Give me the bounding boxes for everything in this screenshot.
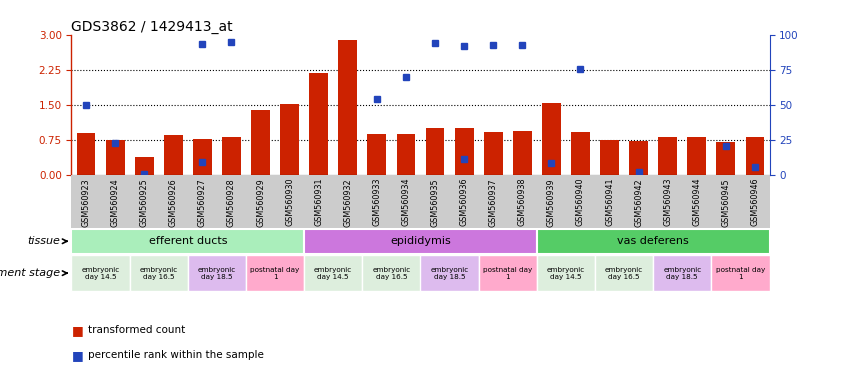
Text: GSM560946: GSM560946 xyxy=(750,178,759,227)
Bar xyxy=(629,141,648,175)
Text: GSM560928: GSM560928 xyxy=(227,178,236,227)
Bar xyxy=(571,132,590,175)
Text: postnatal day
1: postnatal day 1 xyxy=(483,266,532,280)
Text: GSM560940: GSM560940 xyxy=(576,178,585,227)
Bar xyxy=(71,255,130,291)
Text: GSM560945: GSM560945 xyxy=(722,178,730,227)
Bar xyxy=(130,255,188,291)
Text: embryonic
day 18.5: embryonic day 18.5 xyxy=(431,266,468,280)
Text: GSM560943: GSM560943 xyxy=(664,178,672,227)
Text: embryonic
day 14.5: embryonic day 14.5 xyxy=(315,266,352,280)
Bar xyxy=(222,137,241,175)
Text: ■: ■ xyxy=(71,349,83,362)
Text: GSM560924: GSM560924 xyxy=(111,178,119,227)
Bar xyxy=(193,139,212,175)
Text: embryonic
day 14.5: embryonic day 14.5 xyxy=(82,266,119,280)
Bar xyxy=(368,134,386,175)
Text: postnatal day
1: postnatal day 1 xyxy=(716,266,765,280)
Text: GSM560942: GSM560942 xyxy=(634,178,643,227)
Text: GSM560939: GSM560939 xyxy=(547,178,556,227)
Text: GSM560931: GSM560931 xyxy=(315,178,323,227)
Bar xyxy=(479,255,537,291)
Bar xyxy=(659,137,677,175)
Text: GDS3862 / 1429413_at: GDS3862 / 1429413_at xyxy=(71,20,233,33)
Bar xyxy=(595,255,653,291)
Text: transformed count: transformed count xyxy=(88,325,186,335)
Bar xyxy=(135,157,154,175)
Bar xyxy=(484,132,503,175)
Text: embryonic
day 16.5: embryonic day 16.5 xyxy=(140,266,177,280)
Bar xyxy=(304,228,537,254)
Text: GSM560944: GSM560944 xyxy=(692,178,701,227)
Text: embryonic
day 18.5: embryonic day 18.5 xyxy=(664,266,701,280)
Bar xyxy=(338,40,357,175)
Bar xyxy=(106,140,124,175)
Text: embryonic
day 16.5: embryonic day 16.5 xyxy=(605,266,643,280)
Bar xyxy=(426,128,445,175)
Text: postnatal day
1: postnatal day 1 xyxy=(251,266,299,280)
Bar xyxy=(251,109,270,175)
Text: GSM560927: GSM560927 xyxy=(198,178,207,227)
Bar xyxy=(513,131,532,175)
Bar xyxy=(537,228,770,254)
Bar xyxy=(309,73,328,175)
Text: GSM560930: GSM560930 xyxy=(285,178,294,227)
Bar xyxy=(711,255,770,291)
Bar xyxy=(188,255,246,291)
Bar xyxy=(164,136,182,175)
Text: GSM560933: GSM560933 xyxy=(373,178,381,227)
Bar xyxy=(77,133,96,175)
Text: tissue: tissue xyxy=(27,236,60,246)
Text: vas deferens: vas deferens xyxy=(617,236,689,246)
Text: GSM560923: GSM560923 xyxy=(82,178,91,227)
Text: ■: ■ xyxy=(71,324,83,337)
Text: GSM560929: GSM560929 xyxy=(256,178,265,227)
Text: embryonic
day 14.5: embryonic day 14.5 xyxy=(547,266,585,280)
Text: percentile rank within the sample: percentile rank within the sample xyxy=(88,350,264,360)
Text: GSM560941: GSM560941 xyxy=(605,178,614,227)
Bar xyxy=(600,140,619,175)
Bar xyxy=(420,255,479,291)
Text: embryonic
day 16.5: embryonic day 16.5 xyxy=(373,266,410,280)
Bar xyxy=(717,142,735,175)
Bar xyxy=(71,228,304,254)
Bar xyxy=(653,255,711,291)
Bar xyxy=(246,255,304,291)
Text: GSM560936: GSM560936 xyxy=(460,178,468,227)
Bar xyxy=(745,137,764,175)
Bar xyxy=(687,137,706,175)
Text: epididymis: epididymis xyxy=(390,236,451,246)
Text: efferent ducts: efferent ducts xyxy=(149,236,227,246)
Text: GSM560934: GSM560934 xyxy=(401,178,410,227)
Bar xyxy=(542,103,561,175)
Bar xyxy=(455,128,473,175)
Text: embryonic
day 18.5: embryonic day 18.5 xyxy=(198,266,236,280)
Bar xyxy=(537,255,595,291)
Text: development stage: development stage xyxy=(0,268,60,278)
Text: GSM560926: GSM560926 xyxy=(169,178,177,227)
Bar xyxy=(304,255,362,291)
Bar xyxy=(362,255,420,291)
Bar xyxy=(280,104,299,175)
Text: GSM560937: GSM560937 xyxy=(489,178,498,227)
Text: GSM560935: GSM560935 xyxy=(431,178,440,227)
Text: GSM560938: GSM560938 xyxy=(518,178,526,227)
Text: GSM560932: GSM560932 xyxy=(343,178,352,227)
Text: GSM560925: GSM560925 xyxy=(140,178,149,227)
Bar xyxy=(396,134,415,175)
